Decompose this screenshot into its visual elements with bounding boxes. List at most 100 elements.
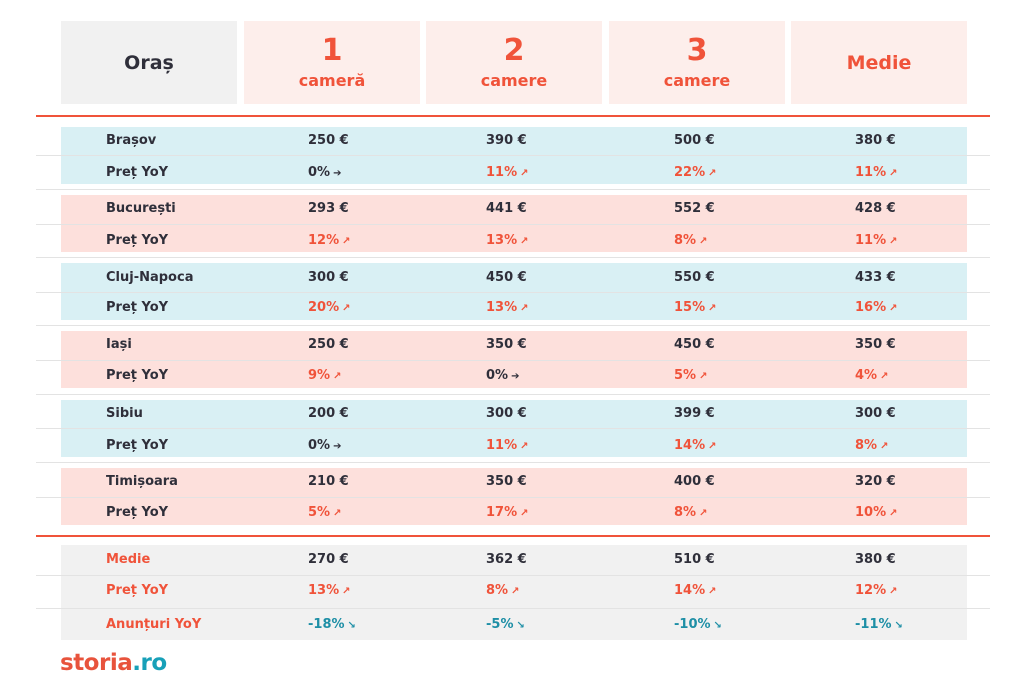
- ads-yoy-average: -11% ↘: [855, 617, 903, 632]
- price-3-rooms: 550 €: [674, 270, 715, 285]
- header-col-3-num: 3: [686, 32, 708, 68]
- city-name: București: [106, 201, 176, 216]
- arrow-up-right-icon: ↗: [708, 441, 717, 452]
- table-row: Cluj-Napoca 300 € 450 € 550 € 433 €: [0, 268, 1024, 288]
- table-row: Brașov 250 € 390 € 500 € 380 €: [0, 131, 1024, 151]
- logo-text-main: storia: [60, 650, 133, 676]
- table-row: Preț YoY 13% ↗ 8% ↗ 14% ↗ 12% ↗: [0, 581, 1024, 601]
- summary-ads-label: Anunțuri YoY: [106, 617, 202, 632]
- yoy-label: Preț YoY: [106, 505, 169, 520]
- row-separator: [36, 497, 990, 498]
- row-separator: [36, 608, 990, 609]
- header-col-1-word: cameră: [298, 70, 366, 90]
- table-row: Preț YoY 12% ↗ 13% ↗ 8% ↗ 11% ↗: [0, 231, 1024, 251]
- ads-yoy-2-rooms: -5% ↘: [486, 617, 525, 632]
- arrow-up-right-icon: ↗: [699, 236, 708, 247]
- arrow-down-right-icon: ↘: [347, 620, 356, 631]
- arrow-up-right-icon: ↗: [333, 508, 342, 519]
- arrow-up-right-icon: ↗: [708, 168, 717, 179]
- price-1-room: 250 €: [308, 133, 349, 148]
- price-1-room: 300 €: [308, 270, 349, 285]
- storia-logo: storia.ro: [60, 650, 167, 676]
- arrow-up-right-icon: ↗: [708, 586, 717, 597]
- price-average: 433 €: [855, 270, 896, 285]
- yoy-3-rooms: 14% ↗: [674, 438, 717, 453]
- avg-3-rooms: 510 €: [674, 552, 715, 567]
- yoy-3-rooms: 15% ↗: [674, 300, 717, 315]
- arrow-up-right-icon: ↗: [520, 508, 529, 519]
- header-col-2-num: 2: [503, 32, 525, 68]
- yoy-average: 11% ↗: [855, 233, 898, 248]
- table-row: Timișoara 210 € 350 € 400 € 320 €: [0, 472, 1024, 492]
- band-summary: [61, 545, 967, 640]
- yoy-average: 10% ↗: [855, 505, 898, 520]
- yoy-2-rooms: 13% ↗: [486, 300, 529, 315]
- arrow-up-right-icon: ↗: [520, 441, 529, 452]
- row-separator: [36, 325, 990, 326]
- city-name: Sibiu: [106, 406, 143, 421]
- price-1-room: 293 €: [308, 201, 349, 216]
- yoy-2-rooms: 11% ↗: [486, 438, 529, 453]
- yoy-label: Preț YoY: [106, 368, 169, 383]
- price-2-rooms: 300 €: [486, 406, 527, 421]
- yoy-2-rooms: 13% ↗: [486, 233, 529, 248]
- logo-text-tld: .ro: [132, 650, 167, 676]
- yoy-label: Preț YoY: [106, 438, 169, 453]
- arrow-up-right-icon: ↗: [342, 236, 351, 247]
- table-row: Anunțuri YoY -18% ↘ -5% ↘ -10% ↘ -11% ↘: [0, 615, 1024, 635]
- arrow-up-right-icon: ↗: [520, 303, 529, 314]
- ads-yoy-3-rooms: -10% ↘: [674, 617, 722, 632]
- header-col-3-word: camere: [663, 70, 731, 90]
- price-1-room: 200 €: [308, 406, 349, 421]
- summary-yoy-1-room: 13% ↗: [308, 583, 351, 598]
- arrow-down-right-icon: ↘: [516, 620, 525, 631]
- yoy-3-rooms: 8% ↗: [674, 505, 708, 520]
- arrow-up-right-icon: ↗: [699, 508, 708, 519]
- arrow-up-right-icon: ↗: [520, 168, 529, 179]
- row-separator: [36, 292, 990, 293]
- price-3-rooms: 552 €: [674, 201, 715, 216]
- header-city-label: Oraș: [124, 51, 174, 74]
- yoy-3-rooms: 22% ↗: [674, 165, 717, 180]
- arrow-up-right-icon: ↗: [889, 303, 898, 314]
- yoy-1-room: 5% ↗: [308, 505, 342, 520]
- table-row: Preț YoY 20% ↗ 13% ↗ 15% ↗ 16% ↗: [0, 298, 1024, 318]
- yoy-2-rooms: 11% ↗: [486, 165, 529, 180]
- table-row: Medie 270 € 362 € 510 € 380 €: [0, 550, 1024, 570]
- header-col-average-label: Medie: [846, 51, 912, 74]
- arrow-up-right-icon: ↗: [342, 303, 351, 314]
- price-2-rooms: 350 €: [486, 474, 527, 489]
- yoy-3-rooms: 8% ↗: [674, 233, 708, 248]
- band-iasi: [61, 331, 967, 388]
- row-separator: [36, 394, 990, 395]
- price-3-rooms: 500 €: [674, 133, 715, 148]
- table-row: Iași 250 € 350 € 450 € 350 €: [0, 335, 1024, 355]
- price-average: 428 €: [855, 201, 896, 216]
- yoy-average: 4% ↗: [855, 368, 889, 383]
- city-name: Cluj-Napoca: [106, 270, 194, 285]
- arrow-up-right-icon: ↗: [511, 586, 520, 597]
- arrow-down-right-icon: ↘: [713, 620, 722, 631]
- arrow-right-icon: ➔: [333, 168, 342, 179]
- price-3-rooms: 450 €: [674, 337, 715, 352]
- header-city-cell: Oraș: [61, 21, 237, 104]
- yoy-1-room: 12% ↗: [308, 233, 351, 248]
- yoy-2-rooms: 0% ➔: [486, 368, 520, 383]
- arrow-up-right-icon: ↗: [880, 441, 889, 452]
- arrow-up-right-icon: ↗: [889, 586, 898, 597]
- avg-1-room: 270 €: [308, 552, 349, 567]
- price-2-rooms: 441 €: [486, 201, 527, 216]
- yoy-2-rooms: 17% ↗: [486, 505, 529, 520]
- summary-yoy-2-rooms: 8% ↗: [486, 583, 520, 598]
- yoy-1-room: 9% ↗: [308, 368, 342, 383]
- table-row: Preț YoY 0% ➔ 11% ↗ 14% ↗ 8% ↗: [0, 436, 1024, 456]
- city-name: Iași: [106, 337, 132, 352]
- city-name: Timișoara: [106, 474, 178, 489]
- header-col-3-rooms: 3 camere: [609, 21, 785, 104]
- table-row: Preț YoY 9% ↗ 0% ➔ 5% ↗ 4% ↗: [0, 366, 1024, 386]
- yoy-label: Preț YoY: [106, 233, 169, 248]
- price-1-room: 250 €: [308, 337, 349, 352]
- price-2-rooms: 350 €: [486, 337, 527, 352]
- price-3-rooms: 399 €: [674, 406, 715, 421]
- row-separator: [36, 257, 990, 258]
